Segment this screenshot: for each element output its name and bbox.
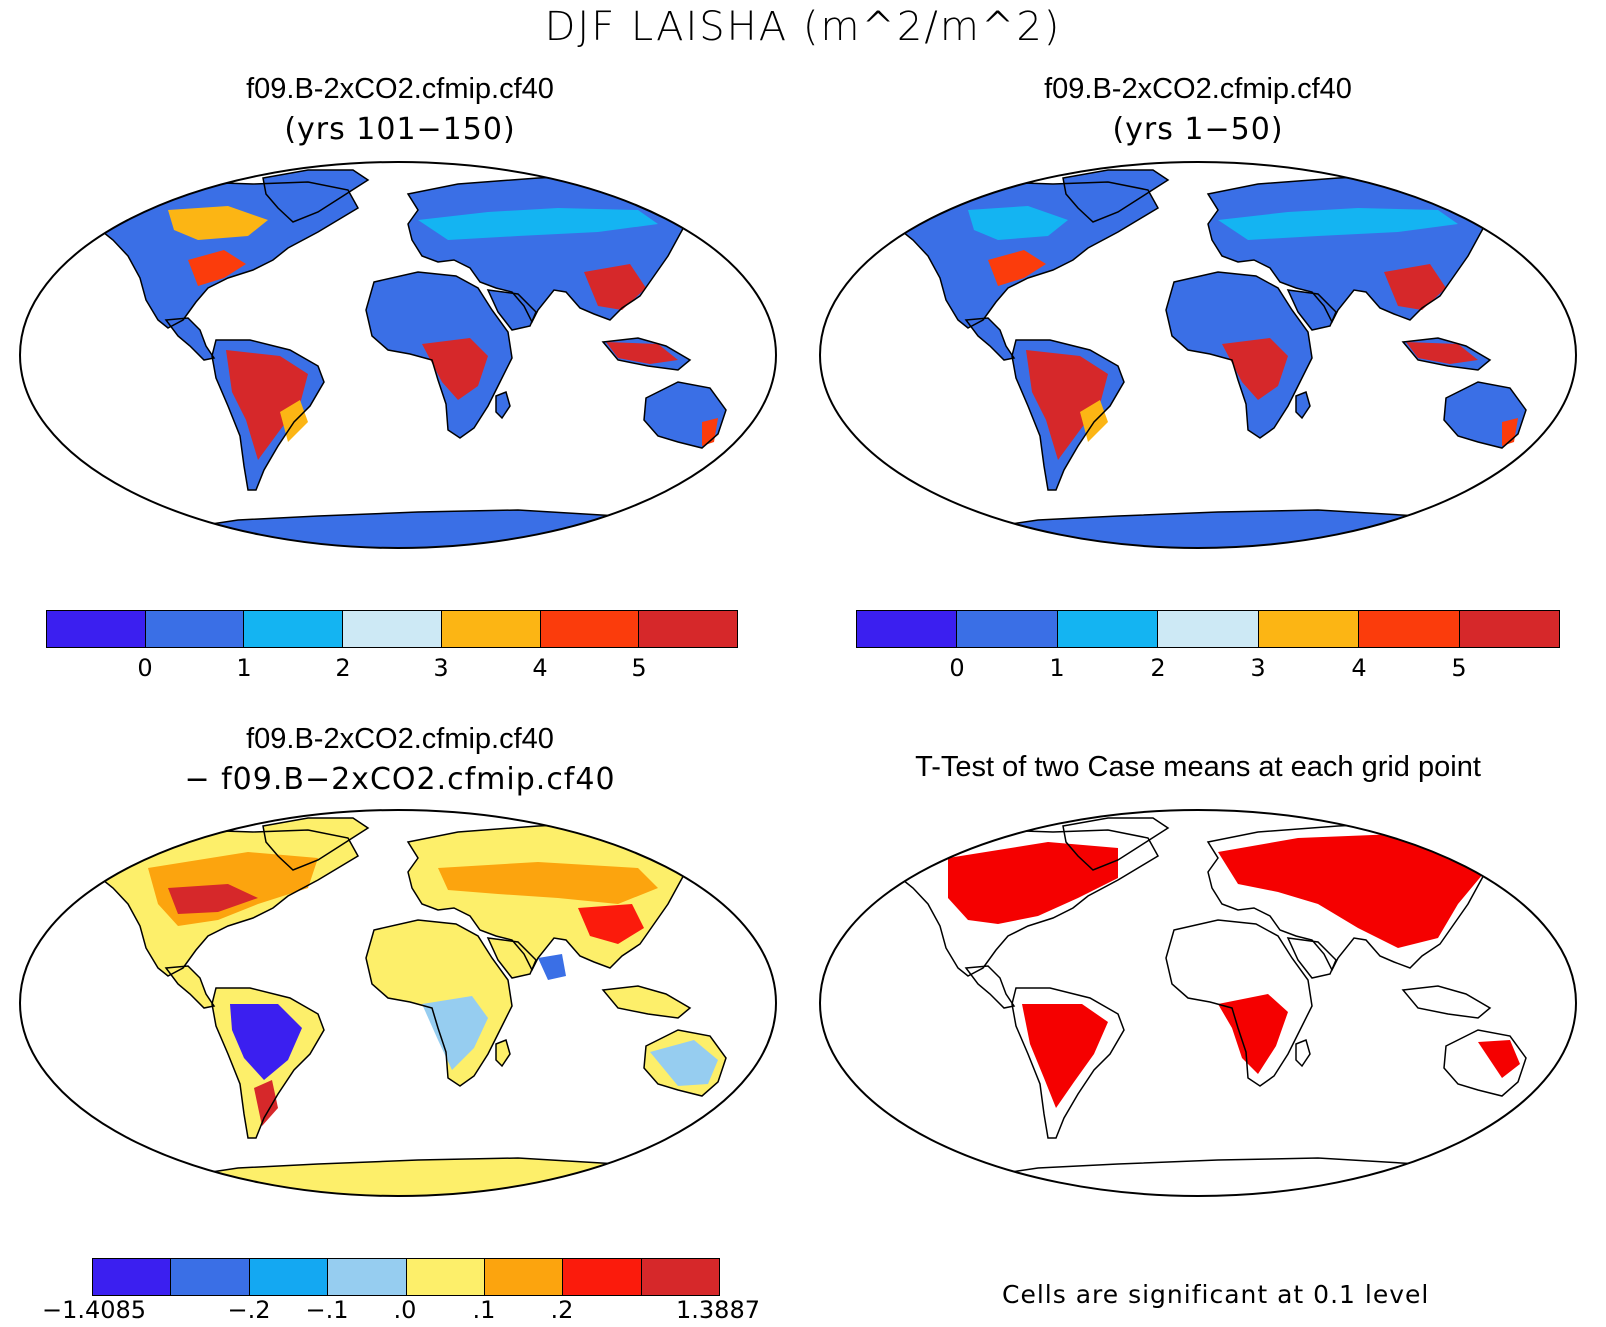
colorbar-swatch <box>1057 611 1159 647</box>
strong-increase-us <box>168 884 258 914</box>
colorbar-tick: 3 <box>433 654 449 682</box>
colorbar-swatch <box>563 1259 642 1295</box>
colorbar-tick: 1.3887 <box>676 1296 760 1324</box>
panel3-title: f09.B-2xCO2.cfmip.cf40 <box>246 723 554 755</box>
significant-africa <box>1218 994 1288 1074</box>
panel2-colorbar <box>856 610 1560 648</box>
strong-increase-china <box>578 904 644 944</box>
panel4-map <box>819 809 1577 1197</box>
increase-eurasia <box>438 862 658 904</box>
colorbar-swatch <box>484 1259 564 1295</box>
panel1-colorbar <box>46 610 738 648</box>
panel2-subtitle: (yrs 1−50) <box>1112 112 1284 147</box>
significant-south-america <box>1022 1004 1108 1108</box>
colorbar-tick: 1 <box>236 654 252 682</box>
colorbar-tick: 4 <box>1351 654 1367 682</box>
colorbar-swatch <box>1459 611 1559 647</box>
colorbar-tick: 2 <box>1150 654 1166 682</box>
light-decrease-africa <box>422 996 488 1070</box>
panel3-map <box>19 809 777 1197</box>
panel3-subtitle: − f09.B−2xCO2.cfmip.cf40 <box>184 762 616 797</box>
decrease-amazon <box>230 1004 302 1080</box>
colorbar-swatch <box>639 611 738 647</box>
colorbar-swatch <box>145 611 245 647</box>
colorbar-swatch <box>540 611 640 647</box>
colorbar-swatch <box>328 1259 407 1295</box>
colorbar-swatch <box>47 611 146 647</box>
significant-australia <box>1478 1040 1520 1078</box>
colorbar-tick: −1.4085 <box>41 1296 147 1324</box>
panel1-map <box>19 161 777 549</box>
colorbar-swatch <box>641 1259 719 1295</box>
colorbar-swatch <box>249 1259 329 1295</box>
colorbar-swatch <box>93 1259 172 1295</box>
colorbar-tick: 5 <box>1451 654 1467 682</box>
panel2-map <box>819 161 1577 549</box>
colorbar-tick: .0 <box>393 1296 417 1324</box>
high-lai-amazon <box>226 350 308 460</box>
colorbar-swatch <box>406 1259 485 1295</box>
light-band-eurasia <box>418 208 658 240</box>
significance-note: Cells are significant at 0.1 level <box>1002 1280 1430 1309</box>
colorbar-tick: 1 <box>1049 654 1065 682</box>
colorbar-swatch <box>957 611 1058 647</box>
panel1-subtitle: (yrs 101−150) <box>284 112 516 147</box>
colorbar-swatch <box>857 611 958 647</box>
colorbar-tick: .2 <box>550 1296 574 1324</box>
panel3-colorbar <box>92 1258 720 1296</box>
high-lai-central-africa <box>422 338 488 400</box>
colorbar-tick: .1 <box>472 1296 496 1324</box>
colorbar-swatch <box>171 1259 250 1295</box>
colorbar-tick: 3 <box>1250 654 1266 682</box>
colorbar-tick: 2 <box>335 654 351 682</box>
high-lai-east-asia <box>584 264 646 310</box>
colorbar-tick: 5 <box>631 654 647 682</box>
colorbar-tick: 0 <box>949 654 965 682</box>
significant-north-america <box>948 842 1118 924</box>
mid-lai-australia <box>702 418 718 446</box>
high-lai-se-asia <box>606 342 678 364</box>
colorbar-tick: −.1 <box>305 1296 349 1324</box>
decrease-india <box>538 954 566 980</box>
colorbar-swatch <box>1258 611 1360 647</box>
figure-title: DJF LAISHA (m^2/m^2) <box>544 4 1062 50</box>
colorbar-tick: −.2 <box>227 1296 271 1324</box>
colorbar-swatch <box>1158 611 1259 647</box>
light-decrease-australia <box>650 1040 718 1086</box>
colorbar-swatch <box>244 611 344 647</box>
colorbar-swatch <box>441 611 541 647</box>
panel1-title: f09.B-2xCO2.cfmip.cf40 <box>246 73 554 105</box>
colorbar-tick: 0 <box>137 654 153 682</box>
significant-eurasia <box>1218 834 1488 948</box>
high-lai-us-east <box>188 250 246 286</box>
colorbar-swatch <box>1359 611 1460 647</box>
mid-lai-canada <box>168 206 268 240</box>
panel4-title: T-Test of two Case means at each grid po… <box>915 751 1481 783</box>
colorbar-tick: 4 <box>532 654 548 682</box>
increase-patagonia <box>254 1080 278 1126</box>
colorbar-swatch <box>343 611 442 647</box>
panel2-title: f09.B-2xCO2.cfmip.cf40 <box>1044 73 1352 105</box>
